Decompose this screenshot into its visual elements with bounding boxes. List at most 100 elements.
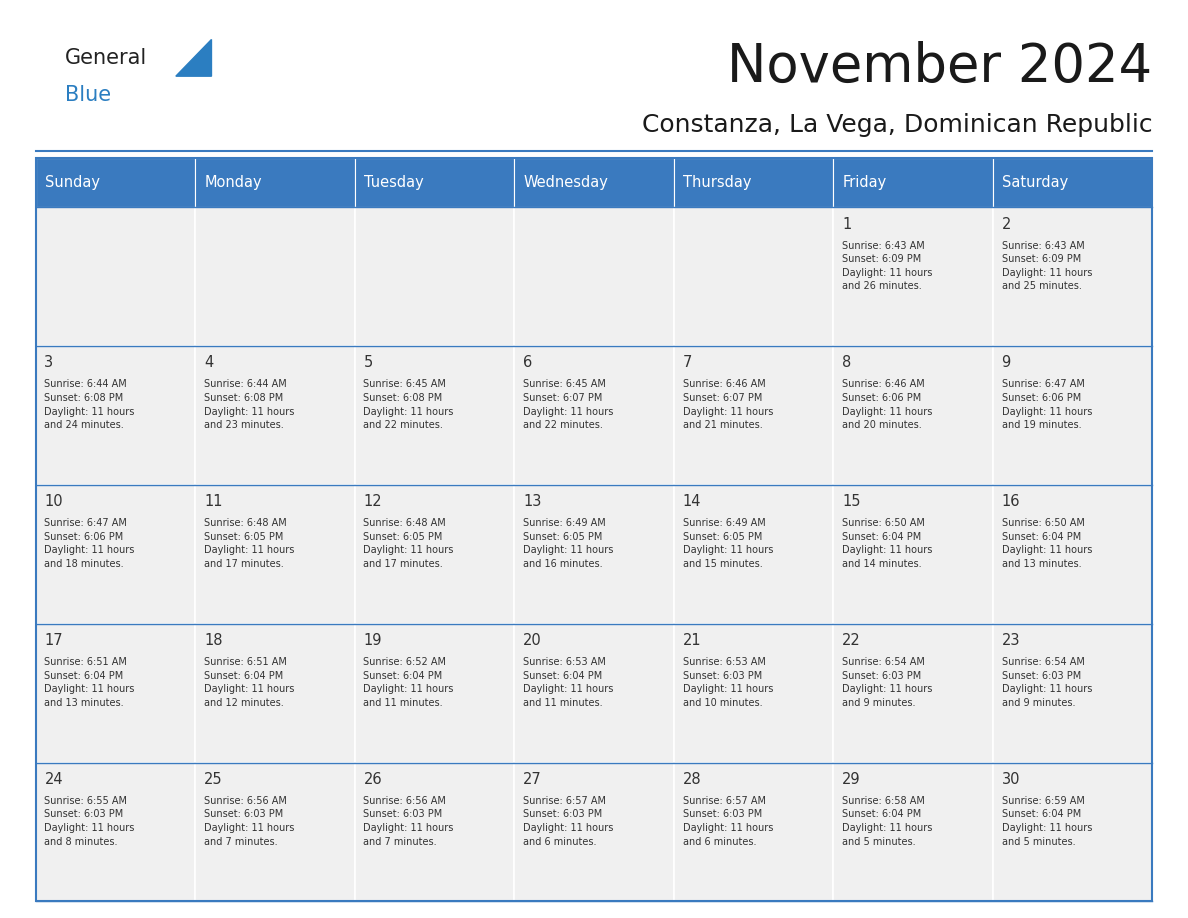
Text: 21: 21 xyxy=(683,633,701,648)
Polygon shape xyxy=(176,39,211,76)
Bar xyxy=(355,346,514,485)
Text: 11: 11 xyxy=(204,494,222,509)
Text: Sunrise: 6:54 AM
Sunset: 6:03 PM
Daylight: 11 hours
and 9 minutes.: Sunrise: 6:54 AM Sunset: 6:03 PM Dayligh… xyxy=(842,657,933,708)
Bar xyxy=(514,624,674,763)
Text: Sunrise: 6:48 AM
Sunset: 6:05 PM
Daylight: 11 hours
and 17 minutes.: Sunrise: 6:48 AM Sunset: 6:05 PM Dayligh… xyxy=(204,518,295,569)
Text: Friday: Friday xyxy=(842,175,887,190)
Bar xyxy=(36,763,195,901)
Text: 13: 13 xyxy=(523,494,542,509)
Text: Sunrise: 6:53 AM
Sunset: 6:03 PM
Daylight: 11 hours
and 10 minutes.: Sunrise: 6:53 AM Sunset: 6:03 PM Dayligh… xyxy=(683,657,773,708)
Bar xyxy=(833,346,993,485)
Text: 10: 10 xyxy=(44,494,63,509)
Bar xyxy=(36,485,195,624)
Text: 2: 2 xyxy=(1001,217,1011,231)
Bar xyxy=(514,763,674,901)
Text: 16: 16 xyxy=(1001,494,1020,509)
Bar xyxy=(993,207,1152,346)
Text: 30: 30 xyxy=(1001,772,1020,787)
Text: 27: 27 xyxy=(523,772,542,787)
Text: Sunrise: 6:56 AM
Sunset: 6:03 PM
Daylight: 11 hours
and 7 minutes.: Sunrise: 6:56 AM Sunset: 6:03 PM Dayligh… xyxy=(364,796,454,846)
Text: Sunrise: 6:47 AM
Sunset: 6:06 PM
Daylight: 11 hours
and 18 minutes.: Sunrise: 6:47 AM Sunset: 6:06 PM Dayligh… xyxy=(44,518,134,569)
Text: Sunrise: 6:46 AM
Sunset: 6:06 PM
Daylight: 11 hours
and 20 minutes.: Sunrise: 6:46 AM Sunset: 6:06 PM Dayligh… xyxy=(842,379,933,431)
Text: 29: 29 xyxy=(842,772,860,787)
Bar xyxy=(674,763,833,901)
Bar xyxy=(36,624,195,763)
Text: 23: 23 xyxy=(1001,633,1020,648)
Bar xyxy=(833,624,993,763)
Text: Sunrise: 6:45 AM
Sunset: 6:08 PM
Daylight: 11 hours
and 22 minutes.: Sunrise: 6:45 AM Sunset: 6:08 PM Dayligh… xyxy=(364,379,454,431)
Bar xyxy=(833,763,993,901)
Text: Sunrise: 6:55 AM
Sunset: 6:03 PM
Daylight: 11 hours
and 8 minutes.: Sunrise: 6:55 AM Sunset: 6:03 PM Dayligh… xyxy=(44,796,134,846)
Text: 1: 1 xyxy=(842,217,852,231)
Text: November 2024: November 2024 xyxy=(727,41,1152,93)
Bar xyxy=(195,207,355,346)
Text: 12: 12 xyxy=(364,494,383,509)
Text: 3: 3 xyxy=(44,355,53,371)
Text: 19: 19 xyxy=(364,633,383,648)
Text: 28: 28 xyxy=(683,772,701,787)
Text: Sunrise: 6:49 AM
Sunset: 6:05 PM
Daylight: 11 hours
and 16 minutes.: Sunrise: 6:49 AM Sunset: 6:05 PM Dayligh… xyxy=(523,518,613,569)
Text: 14: 14 xyxy=(683,494,701,509)
Bar xyxy=(993,485,1152,624)
Bar xyxy=(195,624,355,763)
Bar xyxy=(514,346,674,485)
Bar xyxy=(674,158,833,207)
Text: Saturday: Saturday xyxy=(1003,175,1069,190)
Bar xyxy=(355,763,514,901)
Text: Sunrise: 6:48 AM
Sunset: 6:05 PM
Daylight: 11 hours
and 17 minutes.: Sunrise: 6:48 AM Sunset: 6:05 PM Dayligh… xyxy=(364,518,454,569)
Bar xyxy=(674,624,833,763)
Text: 25: 25 xyxy=(204,772,222,787)
Text: 6: 6 xyxy=(523,355,532,371)
Bar xyxy=(514,158,674,207)
Bar xyxy=(993,158,1152,207)
Text: 24: 24 xyxy=(44,772,63,787)
Text: 17: 17 xyxy=(44,633,63,648)
Text: Sunday: Sunday xyxy=(45,175,100,190)
Bar xyxy=(674,346,833,485)
Text: Sunrise: 6:46 AM
Sunset: 6:07 PM
Daylight: 11 hours
and 21 minutes.: Sunrise: 6:46 AM Sunset: 6:07 PM Dayligh… xyxy=(683,379,773,431)
Text: Sunrise: 6:59 AM
Sunset: 6:04 PM
Daylight: 11 hours
and 5 minutes.: Sunrise: 6:59 AM Sunset: 6:04 PM Dayligh… xyxy=(1001,796,1092,846)
Text: Sunrise: 6:43 AM
Sunset: 6:09 PM
Daylight: 11 hours
and 26 minutes.: Sunrise: 6:43 AM Sunset: 6:09 PM Dayligh… xyxy=(842,241,933,291)
Text: Sunrise: 6:45 AM
Sunset: 6:07 PM
Daylight: 11 hours
and 22 minutes.: Sunrise: 6:45 AM Sunset: 6:07 PM Dayligh… xyxy=(523,379,613,431)
Text: Monday: Monday xyxy=(204,175,263,190)
Bar xyxy=(36,158,195,207)
Text: Sunrise: 6:54 AM
Sunset: 6:03 PM
Daylight: 11 hours
and 9 minutes.: Sunrise: 6:54 AM Sunset: 6:03 PM Dayligh… xyxy=(1001,657,1092,708)
Text: Blue: Blue xyxy=(65,84,112,105)
Text: Sunrise: 6:57 AM
Sunset: 6:03 PM
Daylight: 11 hours
and 6 minutes.: Sunrise: 6:57 AM Sunset: 6:03 PM Dayligh… xyxy=(523,796,613,846)
Bar xyxy=(36,158,1152,901)
Text: 5: 5 xyxy=(364,355,373,371)
Text: 8: 8 xyxy=(842,355,852,371)
Text: Sunrise: 6:56 AM
Sunset: 6:03 PM
Daylight: 11 hours
and 7 minutes.: Sunrise: 6:56 AM Sunset: 6:03 PM Dayligh… xyxy=(204,796,295,846)
Bar xyxy=(195,763,355,901)
Bar xyxy=(355,158,514,207)
Bar xyxy=(514,207,674,346)
Text: Sunrise: 6:51 AM
Sunset: 6:04 PM
Daylight: 11 hours
and 12 minutes.: Sunrise: 6:51 AM Sunset: 6:04 PM Dayligh… xyxy=(204,657,295,708)
Text: Sunrise: 6:47 AM
Sunset: 6:06 PM
Daylight: 11 hours
and 19 minutes.: Sunrise: 6:47 AM Sunset: 6:06 PM Dayligh… xyxy=(1001,379,1092,431)
Text: 9: 9 xyxy=(1001,355,1011,371)
Text: Sunrise: 6:44 AM
Sunset: 6:08 PM
Daylight: 11 hours
and 23 minutes.: Sunrise: 6:44 AM Sunset: 6:08 PM Dayligh… xyxy=(204,379,295,431)
Text: Sunrise: 6:57 AM
Sunset: 6:03 PM
Daylight: 11 hours
and 6 minutes.: Sunrise: 6:57 AM Sunset: 6:03 PM Dayligh… xyxy=(683,796,773,846)
Text: 7: 7 xyxy=(683,355,691,371)
Bar xyxy=(674,207,833,346)
Text: 20: 20 xyxy=(523,633,542,648)
Bar xyxy=(195,346,355,485)
Bar xyxy=(993,763,1152,901)
Text: General: General xyxy=(65,48,147,68)
Text: 18: 18 xyxy=(204,633,222,648)
Bar xyxy=(36,207,195,346)
Text: Sunrise: 6:44 AM
Sunset: 6:08 PM
Daylight: 11 hours
and 24 minutes.: Sunrise: 6:44 AM Sunset: 6:08 PM Dayligh… xyxy=(44,379,134,431)
Text: Sunrise: 6:49 AM
Sunset: 6:05 PM
Daylight: 11 hours
and 15 minutes.: Sunrise: 6:49 AM Sunset: 6:05 PM Dayligh… xyxy=(683,518,773,569)
Bar xyxy=(833,158,993,207)
Bar xyxy=(195,485,355,624)
Text: Sunrise: 6:58 AM
Sunset: 6:04 PM
Daylight: 11 hours
and 5 minutes.: Sunrise: 6:58 AM Sunset: 6:04 PM Dayligh… xyxy=(842,796,933,846)
Text: Constanza, La Vega, Dominican Republic: Constanza, La Vega, Dominican Republic xyxy=(642,113,1152,137)
Text: Sunrise: 6:51 AM
Sunset: 6:04 PM
Daylight: 11 hours
and 13 minutes.: Sunrise: 6:51 AM Sunset: 6:04 PM Dayligh… xyxy=(44,657,134,708)
Text: Sunrise: 6:50 AM
Sunset: 6:04 PM
Daylight: 11 hours
and 13 minutes.: Sunrise: 6:50 AM Sunset: 6:04 PM Dayligh… xyxy=(1001,518,1092,569)
Text: Tuesday: Tuesday xyxy=(365,175,424,190)
Bar xyxy=(993,624,1152,763)
Text: 26: 26 xyxy=(364,772,383,787)
Bar xyxy=(833,485,993,624)
Text: Sunrise: 6:43 AM
Sunset: 6:09 PM
Daylight: 11 hours
and 25 minutes.: Sunrise: 6:43 AM Sunset: 6:09 PM Dayligh… xyxy=(1001,241,1092,291)
Text: Sunrise: 6:52 AM
Sunset: 6:04 PM
Daylight: 11 hours
and 11 minutes.: Sunrise: 6:52 AM Sunset: 6:04 PM Dayligh… xyxy=(364,657,454,708)
Bar xyxy=(36,346,195,485)
